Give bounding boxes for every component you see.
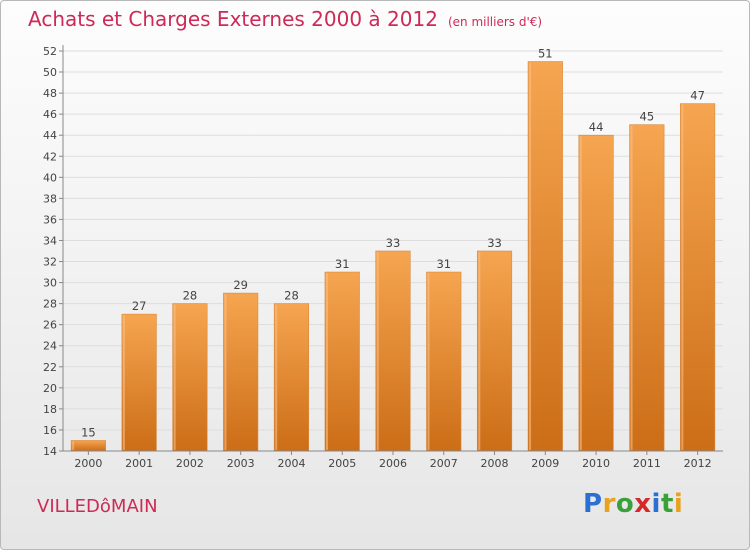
bar: [476, 250, 513, 452]
bar-highlight: [478, 252, 481, 450]
logo-letter: i: [673, 489, 684, 519]
bar: [426, 271, 462, 452]
y-tick-label: 40: [43, 171, 57, 184]
bar-highlight: [173, 304, 176, 450]
y-tick-label: 34: [43, 234, 57, 247]
x-tick-label: 2010: [582, 457, 610, 470]
bar-highlight: [275, 304, 278, 450]
logo-letter: t: [660, 489, 674, 519]
x-tick-label: 2006: [379, 457, 407, 470]
bar-highlight: [579, 136, 582, 451]
axes: [59, 45, 723, 455]
title-text: Achats et Charges Externes 2000 à 2012: [28, 7, 438, 31]
y-tick-label: 32: [43, 256, 57, 269]
y-tick-label: 22: [43, 361, 57, 374]
data-label: 27: [132, 299, 147, 313]
data-label: 31: [335, 257, 350, 271]
data-label: 47: [690, 89, 705, 103]
data-label: 28: [183, 289, 198, 303]
bar-highlight: [630, 125, 633, 451]
x-tick-label: 2012: [684, 457, 712, 470]
y-tick-label: 24: [43, 340, 57, 353]
bar-highlight: [427, 273, 430, 450]
y-tick-label: 30: [43, 277, 57, 290]
x-tick-label: 2001: [125, 457, 153, 470]
x-tick-label: 2003: [227, 457, 255, 470]
bar: [223, 292, 259, 452]
bar-highlight: [376, 252, 379, 450]
bar: [273, 303, 310, 452]
y-tick-label: 42: [43, 150, 57, 163]
x-tick-label: 2002: [176, 457, 204, 470]
bar-highlight: [529, 62, 532, 451]
x-tick-label: 2011: [633, 457, 661, 470]
bar: [629, 124, 665, 452]
x-tick-label: 2007: [430, 457, 458, 470]
x-tick-label: 2000: [74, 457, 102, 470]
x-tick-label: 2005: [328, 457, 356, 470]
data-label: 29: [233, 278, 248, 292]
bar-highlight: [72, 441, 75, 450]
bar-highlight: [681, 104, 684, 450]
x-tick-label: 2008: [481, 457, 509, 470]
bar: [172, 303, 208, 452]
y-tick-label: 52: [43, 45, 57, 58]
unit-text: (en milliers d'€): [447, 15, 543, 29]
y-tick-label: 26: [43, 319, 57, 332]
data-label: 33: [386, 236, 401, 250]
y-tick-label: 48: [43, 87, 57, 100]
bar-highlight: [325, 273, 328, 450]
data-label: 45: [640, 110, 655, 124]
y-tick-label: 20: [43, 382, 57, 395]
x-tick-label: 2004: [277, 457, 305, 470]
bar: [324, 271, 360, 452]
y-tick-label: 38: [43, 192, 57, 205]
logo-letter: P: [583, 489, 603, 519]
bar: [121, 313, 157, 452]
logo-letter: i: [651, 489, 661, 519]
y-tick-label: 36: [43, 213, 57, 226]
bars: [70, 61, 716, 452]
x-tick-label: 2009: [531, 457, 559, 470]
proxiti-logo[interactable]: Proxiti: [583, 489, 683, 519]
logo-letter: r: [602, 489, 616, 519]
logo-letter: x: [634, 489, 652, 519]
y-tick-label: 16: [43, 424, 57, 437]
bar-highlight: [122, 315, 125, 450]
data-label: 15: [81, 425, 96, 439]
data-label: 44: [589, 120, 604, 134]
data-label: 31: [436, 257, 451, 271]
data-label: 33: [487, 236, 502, 250]
y-tick-label: 14: [43, 445, 57, 458]
data-label: 28: [284, 289, 299, 303]
data-label: 51: [538, 47, 553, 61]
chart-title: Achats et Charges Externes 2000 à 2012 (e…: [28, 7, 542, 31]
place-name: VILLEDôMAIN: [37, 496, 158, 517]
bar: [527, 61, 563, 452]
y-tick-label: 44: [43, 129, 57, 142]
bar: [578, 134, 614, 452]
bar: [375, 250, 411, 452]
labels: 14 16 18 20 22 24 26 28 30 32 34 36 38 40 42 44 46 48 50 52…: [43, 45, 712, 470]
bar: [680, 103, 716, 452]
bar: [70, 440, 106, 452]
y-tick-label: 18: [43, 403, 57, 416]
bar-highlight: [224, 294, 227, 450]
y-tick-label: 28: [43, 298, 57, 311]
logo-letter: o: [615, 489, 635, 519]
y-tick-label: 46: [43, 108, 57, 121]
y-tick-label: 50: [43, 66, 57, 79]
